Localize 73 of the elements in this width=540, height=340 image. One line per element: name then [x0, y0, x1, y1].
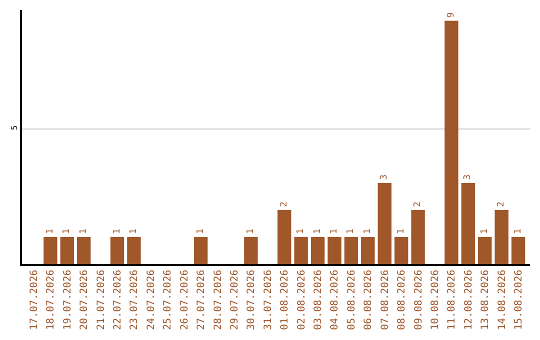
data-label: 1	[128, 228, 139, 234]
bar	[310, 236, 325, 264]
data-label: 9	[446, 12, 456, 18]
data-label: 1	[296, 228, 306, 234]
bar	[278, 210, 292, 264]
data-label: 1	[346, 228, 356, 234]
data-label: 1	[362, 228, 373, 234]
bar	[444, 20, 458, 264]
x-tick-label: 20.07.2026	[79, 270, 90, 330]
data-label: 1	[196, 228, 206, 234]
data-label: 3	[380, 174, 390, 180]
x-tick-label: 06.08.2026	[363, 270, 374, 330]
x-tick-label: 25.07.2026	[162, 270, 174, 330]
data-label: 1	[112, 228, 122, 234]
x-tick-label: 28.07.2026	[212, 270, 224, 330]
x-tick-label: 07.08.2026	[380, 270, 391, 330]
bar	[411, 210, 425, 264]
x-tick-label: 19.07.2026	[62, 270, 74, 330]
x-tick-label: 13.08.2026	[480, 270, 492, 330]
x-tick-label: 31.07.2026	[262, 270, 274, 330]
x-tick-label: 11.08.2026	[446, 270, 458, 330]
data-label: 2	[413, 202, 424, 207]
bar	[244, 236, 258, 264]
bar	[60, 236, 74, 264]
data-label: 2	[279, 202, 290, 207]
bar	[478, 236, 492, 264]
x-tick-label: 03.08.2026	[313, 270, 324, 330]
x-tick-label: 27.07.2026	[196, 270, 208, 330]
x-tick-label: 02.08.2026	[296, 270, 308, 330]
bar	[511, 236, 526, 264]
x-tick-label: 08.08.2026	[396, 270, 408, 330]
x-tick-label: 12.08.2026	[463, 270, 474, 330]
bar	[194, 236, 208, 264]
x-tick-label: 17.07.2026	[28, 270, 40, 330]
x-tick-label: 26.07.2026	[179, 270, 190, 330]
data-label: 1	[396, 228, 406, 234]
data-label: 1	[45, 228, 56, 234]
x-tick-label: 09.08.2026	[413, 270, 424, 330]
bar	[44, 236, 58, 264]
bar	[394, 236, 408, 264]
bar	[294, 236, 308, 264]
x-tick-label: 15.08.2026	[514, 270, 525, 330]
x-tick-label: 18.07.2026	[46, 270, 57, 330]
x-tick-label: 23.07.2026	[129, 270, 140, 330]
x-tick-label: 21.07.2026	[96, 270, 107, 330]
bar	[127, 236, 141, 264]
bar	[110, 236, 124, 264]
data-label: 1	[246, 228, 256, 234]
x-tick-label: 14.08.2026	[496, 270, 508, 330]
x-tick-label: 22.07.2026	[112, 270, 124, 330]
x-tick-label: 04.08.2026	[330, 270, 341, 330]
bar	[494, 210, 508, 264]
data-label: 3	[463, 174, 474, 180]
bar	[344, 236, 358, 264]
bar	[76, 236, 91, 264]
data-label: 1	[513, 228, 524, 234]
data-label: 2	[496, 202, 507, 207]
x-tick-label: 05.08.2026	[346, 270, 358, 330]
x-tick-label: 10.08.2026	[430, 270, 441, 330]
bar	[461, 182, 476, 264]
bar	[361, 236, 375, 264]
data-label: 1	[78, 228, 89, 234]
y-tick-label: 5	[10, 125, 20, 130]
data-label: 1	[329, 228, 340, 234]
x-tick-label: 01.08.2026	[280, 270, 291, 330]
x-tick-label: 29.07.2026	[229, 270, 240, 330]
data-label: 1	[312, 228, 323, 234]
bar	[378, 182, 392, 264]
data-label: 1	[62, 228, 72, 234]
x-tick-label: 24.07.2026	[146, 270, 157, 330]
x-tick-label: 30.07.2026	[246, 270, 258, 330]
bar	[328, 236, 342, 264]
data-label: 1	[480, 228, 490, 234]
